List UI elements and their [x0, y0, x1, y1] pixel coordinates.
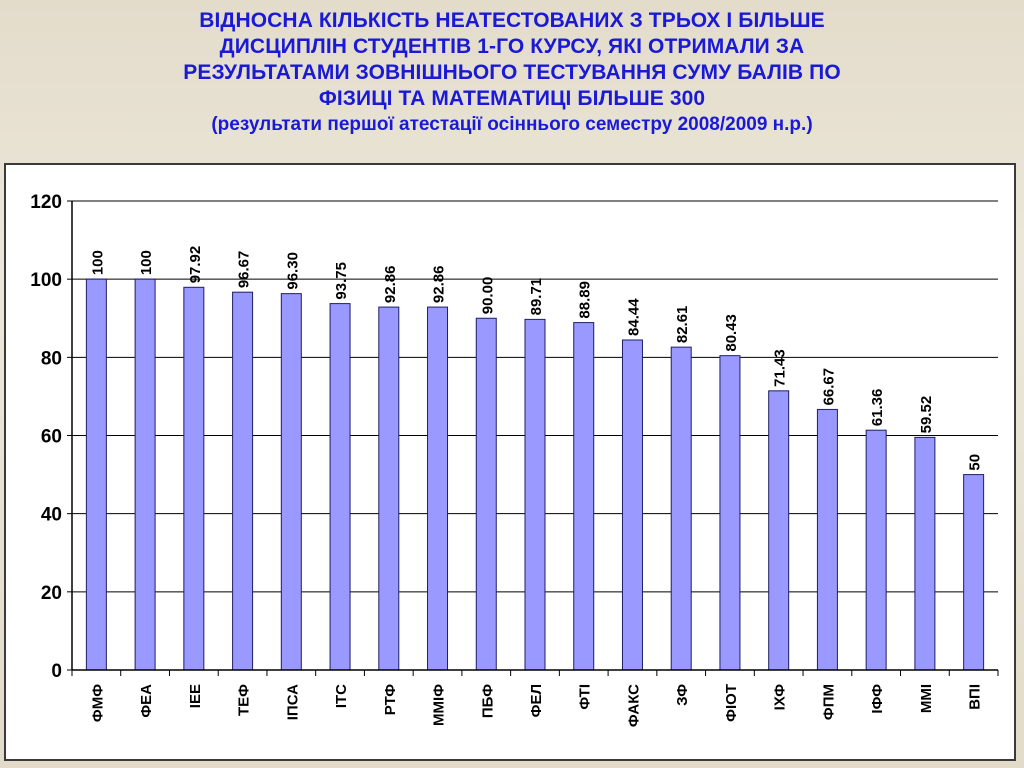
- y-tick-label: 100: [30, 270, 62, 291]
- data-label: 88.89: [577, 281, 594, 319]
- data-label: 61.36: [869, 389, 886, 427]
- data-label: 84.44: [625, 298, 642, 336]
- x-tick-label: ІПСА: [284, 684, 301, 720]
- y-tick-label: 80: [41, 348, 62, 369]
- x-tick-label: ФАКС: [625, 684, 642, 727]
- x-tick-label: ФТІ: [577, 684, 594, 710]
- bar: [914, 436, 936, 671]
- title-line-1: ВІДНОСНА КІЛЬКІСТЬ НЕАТЕСТОВАНИХ З ТРЬОХ…: [199, 9, 825, 32]
- bar: [378, 306, 400, 671]
- data-label: 97.92: [187, 246, 204, 284]
- x-tick-label: ПБФ: [479, 684, 496, 718]
- bar: [183, 286, 205, 671]
- bar: [719, 355, 741, 671]
- data-label: 90.00: [479, 277, 496, 315]
- bar: [475, 317, 497, 671]
- data-label: 100: [138, 250, 155, 275]
- bar: [963, 474, 985, 671]
- data-label: 92.86: [382, 266, 399, 304]
- data-label: 93.75: [333, 262, 350, 300]
- x-tick-label: ІФФ: [869, 684, 886, 714]
- y-tick-label: 60: [41, 427, 62, 448]
- data-label: 89.71: [528, 278, 545, 316]
- bar: [232, 291, 254, 671]
- bar: [134, 278, 156, 671]
- y-tick-label: 40: [41, 505, 62, 526]
- data-label: 59.52: [918, 396, 935, 434]
- data-label: 66.67: [820, 368, 837, 406]
- x-tick-label: ІТС: [333, 684, 350, 708]
- x-tick-label: ФЕЛ: [528, 684, 545, 717]
- x-tick-label: ММІ: [918, 684, 935, 713]
- bar: [768, 390, 790, 671]
- bar: [621, 339, 643, 671]
- data-label: 96.30: [284, 252, 301, 290]
- bar: [816, 408, 838, 671]
- bar: [329, 303, 351, 671]
- x-tick-label: ІЕЕ: [187, 684, 204, 708]
- chart-area: 0 20 40 60 80 100 120 100 ФМФ 100 ФЕА 97.92 ІЕЕ 96.67…: [4, 163, 1016, 761]
- bar: [524, 318, 546, 671]
- y-tick-label: 120: [30, 192, 62, 213]
- title-line-2: ДИСЦИПЛІН СТУДЕНТІВ 1-ГО КУРСУ, ЯКІ ОТРИ…: [219, 35, 805, 58]
- x-tick-label: ВПІ: [967, 684, 984, 710]
- x-tick-label: ТЕФ: [236, 684, 253, 716]
- y-tick-label: 20: [41, 583, 62, 604]
- data-label: 50: [967, 454, 984, 471]
- bar: [573, 322, 595, 671]
- x-tick-label: ММІФ: [431, 684, 448, 726]
- chart-subtitle: (результати першої атестації осіннього с…: [211, 114, 813, 135]
- x-tick-label: ЗФ: [674, 684, 691, 706]
- bar: [865, 429, 887, 671]
- y-tick-label: 0: [51, 661, 62, 682]
- bar: [280, 293, 302, 671]
- x-tick-label: ФІОТ: [723, 684, 740, 722]
- bar-chart: 0 20 40 60 80 100 120 100 ФМФ 100 ФЕА 97.92 ІЕЕ 96.67…: [30, 192, 999, 727]
- x-tick-label: ФЕА: [138, 684, 155, 718]
- data-label: 100: [89, 250, 106, 275]
- x-tick-label: ІХФ: [772, 684, 789, 711]
- data-label: 71.43: [772, 349, 789, 387]
- title-line-4: ФІЗИЦІ ТА МАТЕМАТИЦІ БІЛЬШЕ 300: [318, 87, 706, 110]
- x-tick-label: ФМФ: [89, 684, 106, 722]
- data-label: 96.67: [236, 251, 253, 289]
- x-tick-label: ФПМ: [820, 684, 837, 720]
- bar: [670, 346, 692, 671]
- data-label: 92.86: [431, 266, 448, 304]
- x-tick-label: РТФ: [382, 684, 399, 715]
- bar: [85, 278, 107, 671]
- title-line-3: РЕЗУЛЬТАТАМИ ЗОВНІШНЬОГО ТЕСТУВАННЯ СУМУ…: [183, 61, 841, 84]
- chart-title: ВІДНОСНА КІЛЬКІСТЬ НЕАТЕСТОВАНИХ З ТРЬОХ…: [0, 8, 1024, 138]
- data-label: 82.61: [674, 306, 691, 344]
- bar: [427, 306, 449, 671]
- data-label: 80.43: [723, 314, 740, 352]
